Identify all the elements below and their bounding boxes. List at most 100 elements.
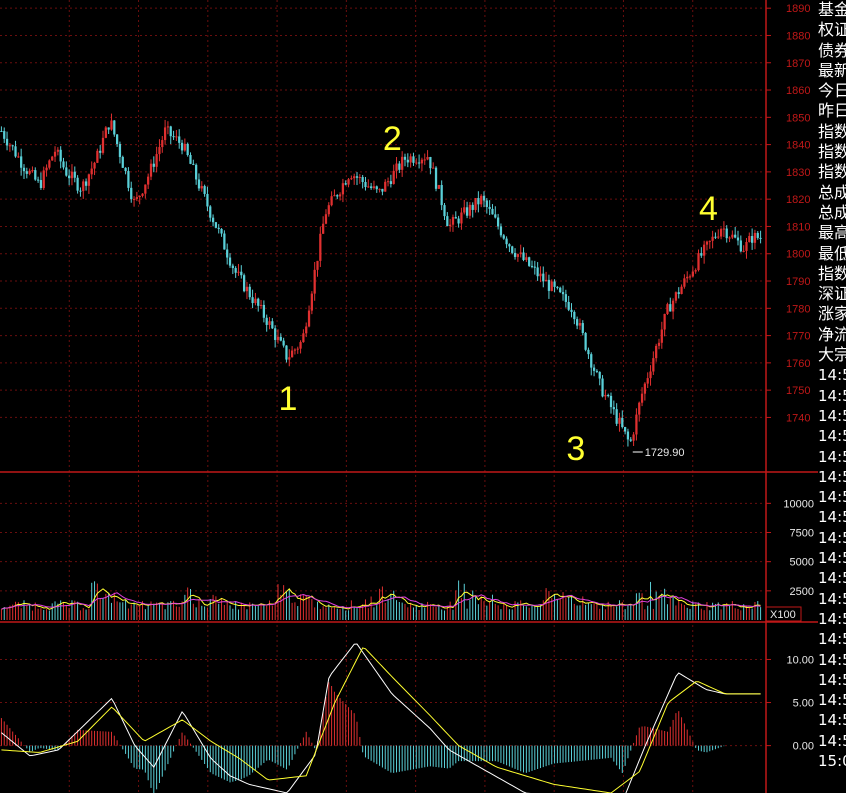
price-candle — [683, 278, 686, 287]
trade-time: 14:5 — [818, 630, 846, 649]
price-candle — [144, 184, 147, 194]
price-candle — [482, 195, 486, 201]
price-candle — [353, 176, 356, 179]
quote-row-label: 指数 — [818, 162, 846, 182]
price-candle — [189, 155, 192, 164]
price-candle — [533, 266, 536, 268]
price-candle — [666, 304, 669, 314]
price-candle — [660, 329, 663, 343]
price-candle — [316, 260, 319, 270]
price-candle — [485, 200, 488, 207]
price-candle — [127, 171, 130, 188]
price-candle — [48, 160, 51, 168]
price-candle — [223, 233, 226, 250]
price-candle — [372, 186, 376, 189]
price-candle — [87, 174, 91, 186]
price-candle — [615, 409, 618, 424]
price-candle — [59, 149, 62, 162]
price-candle — [93, 162, 96, 169]
price-tick-label: 1880 — [786, 30, 810, 42]
price-candle — [564, 294, 567, 302]
trade-time: 14:5 — [818, 366, 846, 385]
price-candle — [42, 170, 45, 188]
price-candle — [84, 181, 88, 186]
price-candle — [556, 286, 559, 288]
price-candle — [141, 193, 144, 196]
wave-label-2: 2 — [383, 120, 402, 158]
macd-bars — [0, 682, 725, 793]
price-candle — [183, 143, 186, 151]
price-candle — [364, 182, 367, 188]
price-candle — [731, 234, 734, 238]
price-tick-label: 1800 — [786, 249, 810, 261]
price-candle — [76, 177, 79, 191]
price-candle — [65, 167, 68, 176]
price-candle — [505, 238, 508, 245]
price-candle — [437, 185, 440, 189]
price-candle — [502, 235, 505, 239]
price-candle — [45, 167, 48, 171]
price-candle — [271, 321, 274, 329]
price-candle — [457, 218, 460, 224]
price-candle — [623, 427, 627, 432]
price-candle — [598, 371, 601, 379]
price-candle — [536, 267, 539, 277]
price-candle — [474, 198, 477, 210]
price-candle — [226, 249, 229, 258]
price-tick-label: 1820 — [786, 194, 810, 206]
price-candle — [149, 163, 153, 177]
volume-tick-label: 5000 — [790, 557, 814, 569]
quote-row-label: 昨日 — [818, 101, 846, 121]
price-candle — [719, 229, 723, 237]
price-candle — [663, 313, 666, 330]
price-candle — [612, 407, 615, 410]
price-candle — [73, 171, 76, 178]
price-candle — [180, 142, 184, 151]
price-tick-label: 1760 — [786, 358, 810, 370]
price-candle — [688, 276, 692, 278]
price-candle — [655, 345, 658, 359]
price-candle — [465, 207, 469, 216]
price-candle — [722, 228, 726, 230]
price-candle — [161, 140, 164, 148]
price-candle — [0, 130, 3, 132]
volume-tick-label: 7500 — [790, 528, 814, 540]
price-candle — [175, 136, 178, 138]
price-candle — [285, 345, 288, 360]
price-candle — [324, 214, 328, 224]
price-candle — [378, 188, 381, 190]
wave-label-4: 4 — [699, 190, 718, 228]
price-candle — [107, 127, 110, 130]
price-candle — [203, 186, 206, 194]
price-candle — [573, 311, 576, 320]
price-candle — [155, 154, 158, 167]
price-candle — [451, 217, 455, 225]
price-tick-label: 1780 — [786, 303, 810, 315]
price-candle — [302, 333, 305, 343]
price-candle — [36, 179, 40, 181]
price-candle — [262, 304, 266, 318]
price-candle — [8, 145, 12, 147]
price-candle — [282, 340, 285, 346]
price-candle — [121, 156, 124, 168]
price-candle — [581, 323, 584, 333]
price-candle — [158, 147, 161, 155]
trade-time: 14:5 — [818, 406, 846, 425]
price-candle — [172, 136, 175, 138]
price-candle — [381, 188, 384, 192]
price-candle — [347, 179, 350, 185]
quote-row-label: 债券 — [818, 40, 846, 60]
macd-tick-label: 10.00 — [786, 654, 814, 666]
price-candle — [3, 131, 6, 139]
price-candle — [313, 269, 316, 294]
price-candle — [299, 342, 302, 349]
price-candle — [25, 171, 28, 174]
macd-dea-line — [1, 647, 761, 793]
quote-sidebar: 基金权证债券最新今日昨日指数指数指数总成总成最高最低指数深证涨家净流大宗14:5… — [818, 0, 846, 793]
price-candle — [186, 143, 189, 156]
price-candle — [621, 418, 624, 428]
macd-grid — [0, 658, 762, 747]
volume-bars — [0, 580, 762, 620]
price-candle — [310, 293, 313, 311]
price-candle — [446, 216, 449, 227]
